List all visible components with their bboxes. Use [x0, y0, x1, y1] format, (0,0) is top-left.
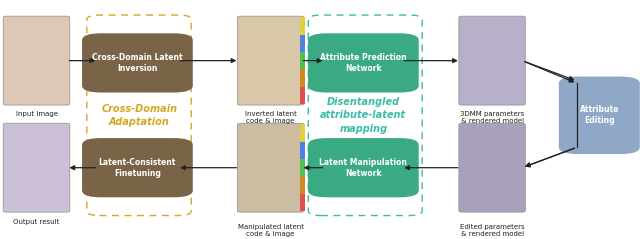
Text: Input image: Input image	[15, 111, 58, 117]
Text: Cross-Domain Latent
Inversion: Cross-Domain Latent Inversion	[92, 53, 183, 73]
Text: Cross-Domain
Adaptation: Cross-Domain Adaptation	[101, 104, 177, 127]
Text: 3DMM parameters
& rendered model: 3DMM parameters & rendered model	[460, 111, 524, 124]
Bar	[300, 142, 305, 159]
Text: Edited parameters
& rendered model: Edited parameters & rendered model	[460, 223, 524, 237]
FancyBboxPatch shape	[459, 16, 525, 105]
Text: Latent-Consistent
Finetuning: Latent-Consistent Finetuning	[99, 158, 176, 178]
Bar	[300, 125, 305, 142]
FancyBboxPatch shape	[237, 16, 304, 105]
Bar	[300, 194, 305, 211]
Text: Disentangled
attribute-latent
mapping: Disentangled attribute-latent mapping	[320, 97, 406, 134]
Bar	[300, 17, 305, 35]
Text: Attribute Prediction
Network: Attribute Prediction Network	[320, 53, 406, 73]
FancyBboxPatch shape	[82, 138, 193, 197]
Bar	[300, 87, 305, 104]
FancyBboxPatch shape	[308, 138, 419, 197]
Bar	[300, 176, 305, 194]
Text: Manipulated latent
code & image: Manipulated latent code & image	[237, 223, 303, 237]
Bar	[300, 35, 305, 52]
FancyBboxPatch shape	[82, 33, 193, 92]
FancyBboxPatch shape	[308, 33, 419, 92]
Bar	[300, 52, 305, 69]
Bar	[300, 159, 305, 176]
FancyBboxPatch shape	[3, 123, 70, 212]
Text: Inverted latent
code & image: Inverted latent code & image	[244, 111, 296, 124]
Text: Attribute
Editing: Attribute Editing	[580, 105, 619, 125]
Text: Output result: Output result	[13, 219, 60, 225]
FancyBboxPatch shape	[3, 16, 70, 105]
FancyBboxPatch shape	[459, 123, 525, 212]
Text: Latent Manipulation
Network: Latent Manipulation Network	[319, 158, 407, 178]
FancyBboxPatch shape	[237, 123, 304, 212]
Bar	[300, 69, 305, 87]
FancyBboxPatch shape	[559, 76, 640, 154]
